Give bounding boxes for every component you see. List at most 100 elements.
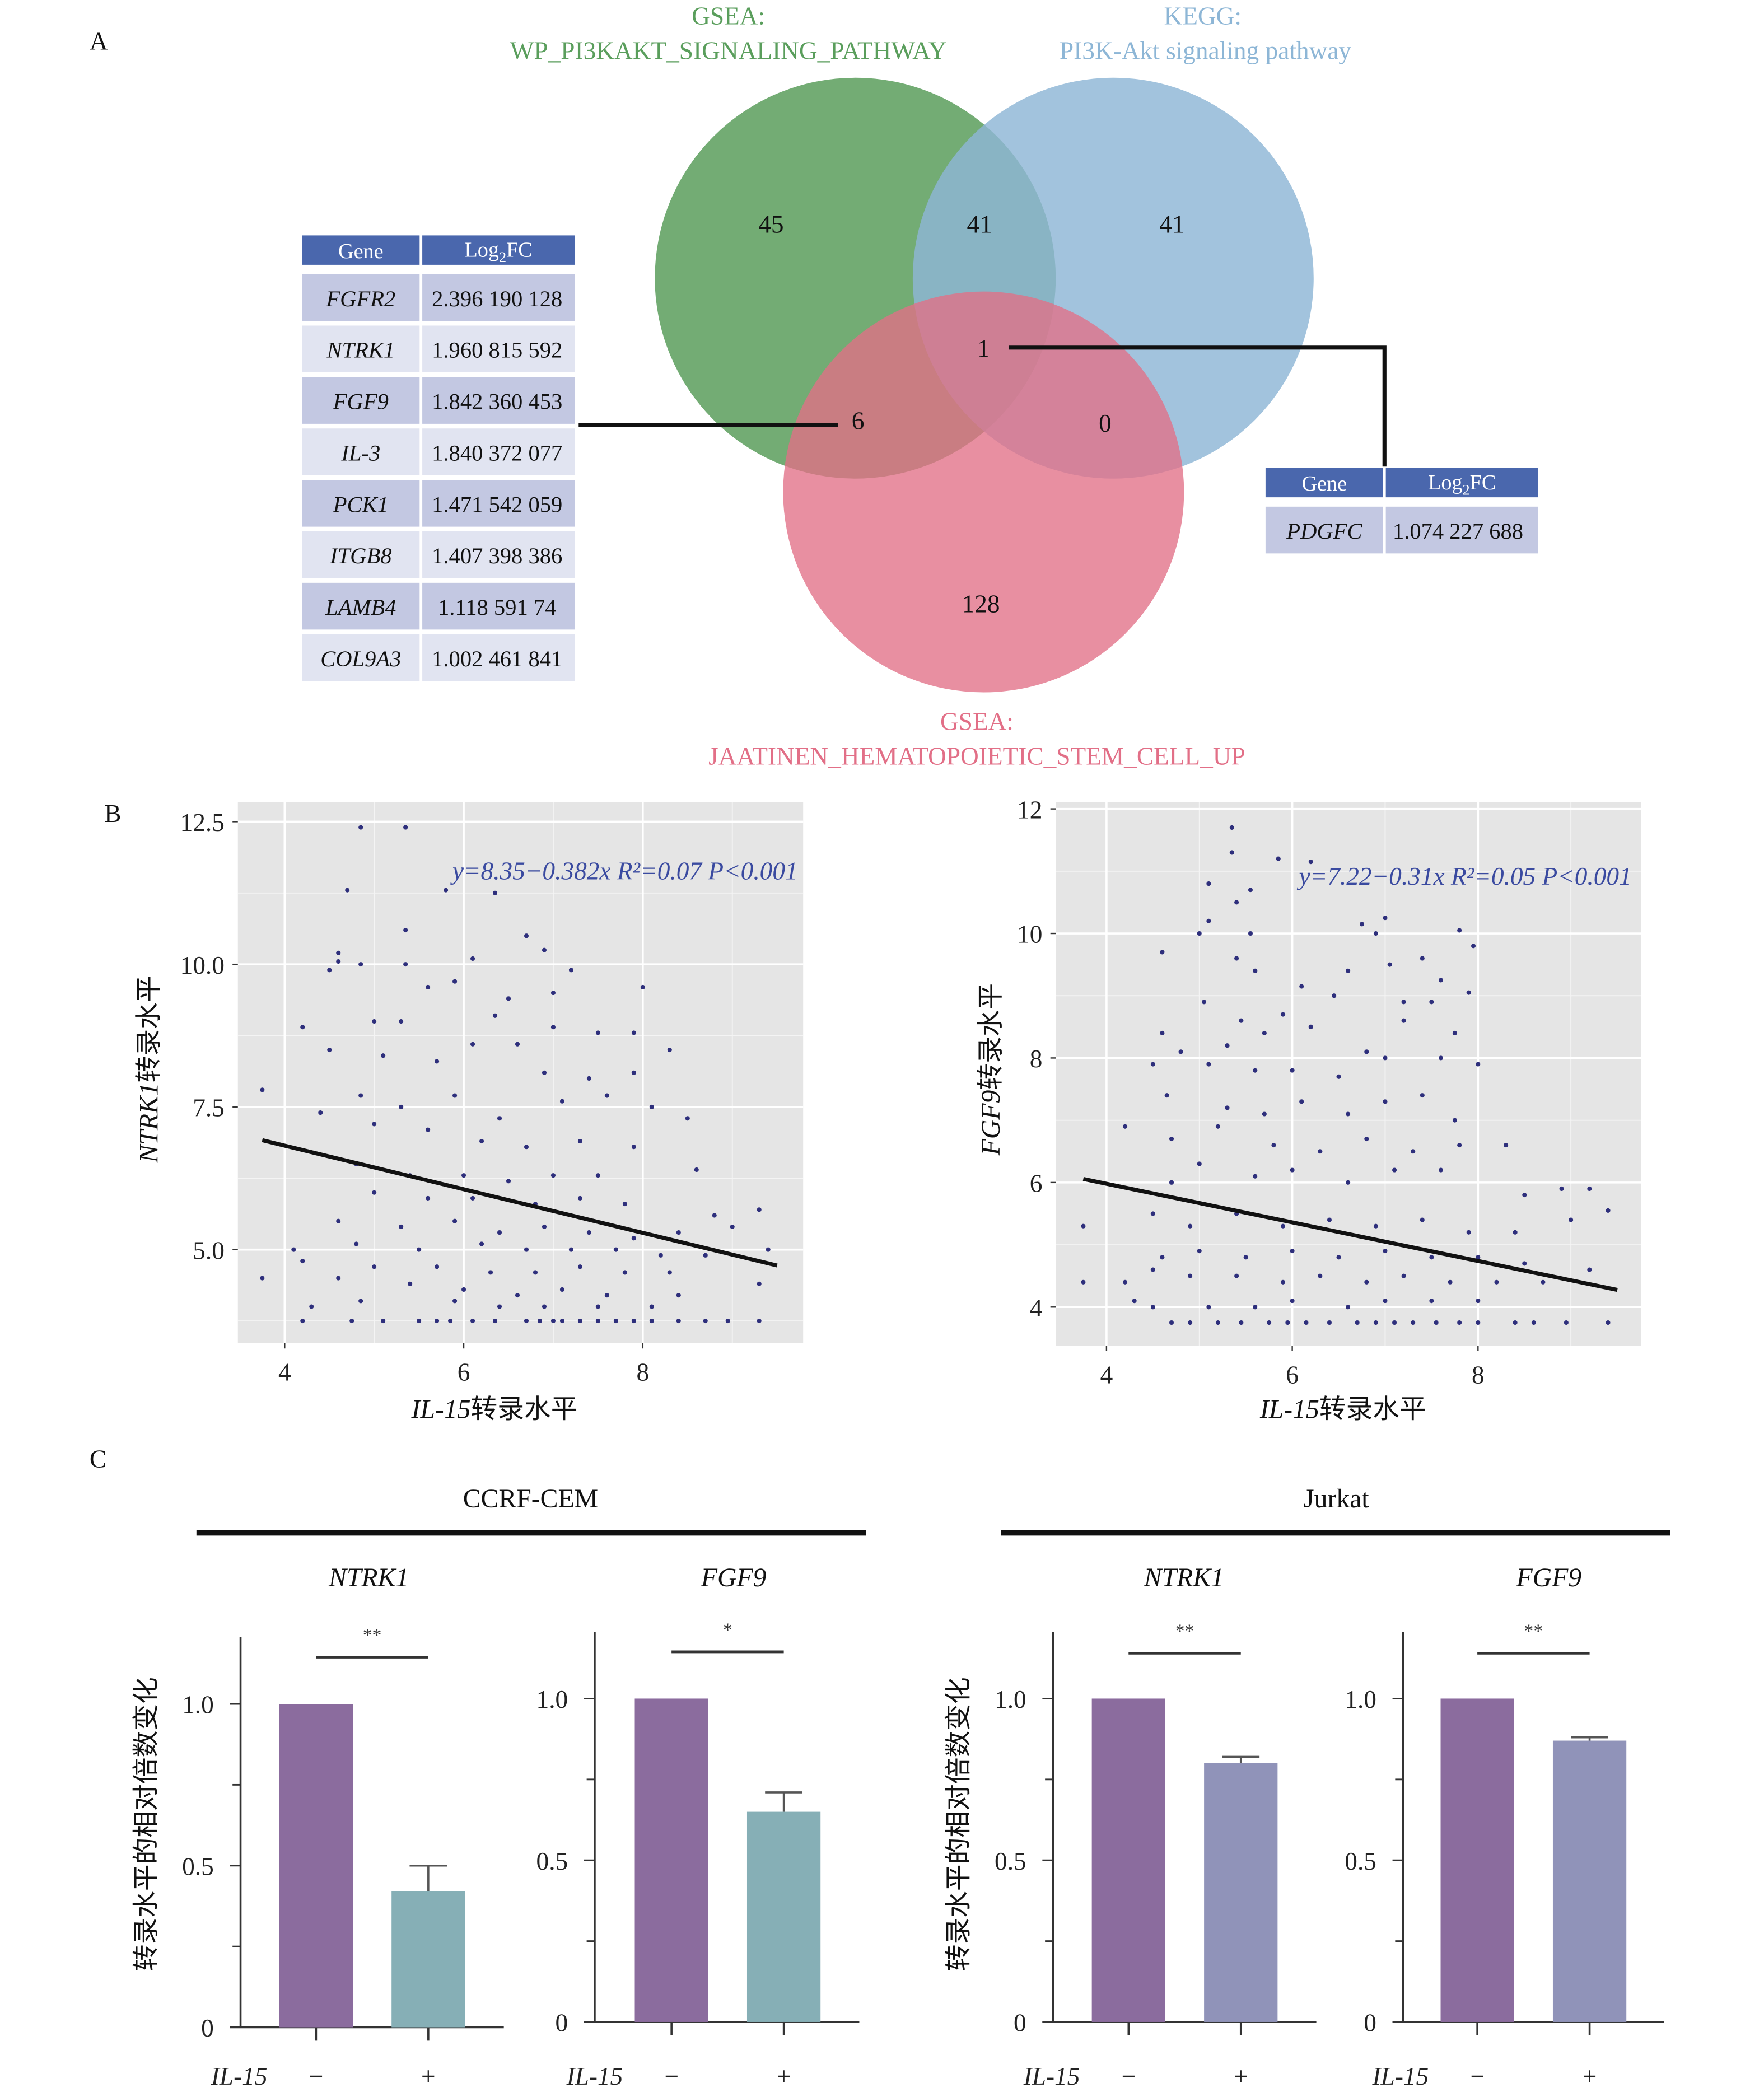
data-point bbox=[497, 1230, 502, 1235]
data-point bbox=[1373, 1223, 1378, 1229]
x-axis-label-gene: IL-15 bbox=[1259, 1394, 1319, 1424]
data-point bbox=[1373, 931, 1378, 936]
data-point bbox=[506, 996, 511, 1001]
data-point bbox=[1280, 1279, 1286, 1285]
data-point bbox=[372, 1264, 377, 1269]
data-point bbox=[1327, 1217, 1332, 1222]
y-tick-label: 5.0 bbox=[193, 1236, 225, 1264]
data-point bbox=[694, 1167, 699, 1173]
data-point bbox=[568, 1247, 573, 1252]
bar bbox=[279, 1704, 353, 2028]
data-point bbox=[1364, 1049, 1369, 1054]
table-row: FGFR2 2.396 190 128 bbox=[302, 274, 575, 321]
table-row: PCK1 1.471 542 059 bbox=[302, 480, 575, 527]
data-point bbox=[1336, 1255, 1341, 1260]
data-point bbox=[550, 1318, 556, 1324]
data-point bbox=[1285, 1320, 1290, 1325]
data-point bbox=[327, 968, 332, 973]
data-point bbox=[1229, 825, 1234, 830]
count-jaatinen-only: 128 bbox=[962, 590, 1000, 618]
data-point bbox=[1299, 1099, 1304, 1104]
y-tick-label: 0.5 bbox=[182, 1852, 214, 1880]
data-point bbox=[1290, 1299, 1295, 1304]
logfc-subscript: 2 bbox=[1463, 482, 1470, 498]
data-point bbox=[345, 888, 350, 893]
data-point bbox=[492, 1318, 498, 1324]
regression-line bbox=[1082, 1176, 1618, 1292]
data-point bbox=[358, 962, 363, 967]
log2fc-value: 1.407 398 386 bbox=[432, 543, 562, 568]
data-point bbox=[595, 1030, 600, 1035]
data-point bbox=[1150, 1062, 1155, 1067]
significance-marker: ** bbox=[1524, 1621, 1543, 1642]
y-tick-label: 4 bbox=[1030, 1294, 1043, 1322]
gene-name: ITGB8 bbox=[329, 543, 391, 568]
data-point bbox=[1271, 1143, 1276, 1148]
right-gene-table: Gene Log2FC PDGFC 1.074 227 688 bbox=[1265, 468, 1538, 554]
data-point bbox=[336, 1276, 341, 1281]
count-wp-kegg: 41 bbox=[967, 211, 992, 239]
y-tick-label: 12 bbox=[1017, 796, 1042, 824]
data-point bbox=[676, 1293, 681, 1298]
data-point bbox=[1239, 1320, 1244, 1325]
table-cell-gene-bg bbox=[302, 634, 420, 681]
y-axis-label: NTRK1转录水平 bbox=[134, 975, 164, 1163]
data-point bbox=[1346, 1111, 1351, 1117]
data-point bbox=[550, 1173, 556, 1178]
data-point bbox=[1262, 1111, 1267, 1117]
y-tick-label: 10 bbox=[1017, 921, 1042, 949]
logfc-prefix: Log bbox=[464, 239, 499, 262]
data-point bbox=[1336, 1074, 1341, 1079]
table-header-gene: Gene bbox=[338, 240, 384, 263]
bar-chart-ccrf-ntrk1: NTRK1 0 0.5 1.0 − + IL-15 ** 转录水平的相对倍数变化 bbox=[132, 1563, 504, 2090]
y-tick-label: 12.5 bbox=[180, 809, 225, 837]
data-point bbox=[1429, 1255, 1434, 1260]
bar bbox=[1091, 1698, 1165, 2022]
data-point bbox=[757, 1207, 762, 1212]
x-tick-label: 4 bbox=[1100, 1361, 1113, 1389]
data-point bbox=[1452, 1030, 1457, 1036]
log2fc-value: 1.842 360 453 bbox=[432, 389, 562, 414]
y-tick-label: 0 bbox=[201, 2014, 214, 2042]
table-row: IL-3 1.840 372 077 bbox=[302, 428, 575, 475]
data-point bbox=[399, 1224, 404, 1229]
y-tick-label: 0.5 bbox=[1345, 1847, 1376, 1875]
data-point bbox=[595, 1173, 600, 1178]
data-point bbox=[703, 1253, 708, 1258]
data-point bbox=[1466, 990, 1471, 995]
y-tick-label: 1.0 bbox=[1345, 1685, 1376, 1713]
data-point bbox=[1169, 1320, 1174, 1325]
table-cell-gene-bg bbox=[302, 582, 420, 630]
table-header-logfc: Log2FC bbox=[464, 239, 532, 266]
data-point bbox=[1229, 850, 1234, 855]
data-point bbox=[1457, 928, 1462, 933]
data-point bbox=[399, 1019, 404, 1024]
data-point bbox=[1364, 1136, 1369, 1142]
data-point bbox=[1197, 1161, 1202, 1166]
data-point bbox=[1420, 1217, 1425, 1222]
data-point bbox=[300, 1318, 305, 1324]
log2fc-value: 2.396 190 128 bbox=[432, 286, 562, 311]
data-point bbox=[1587, 1186, 1592, 1192]
data-point bbox=[649, 1104, 654, 1109]
data-point bbox=[676, 1318, 681, 1324]
data-point bbox=[349, 1318, 354, 1324]
data-point bbox=[1504, 1143, 1509, 1148]
count-wp-jaatinen: 6 bbox=[852, 407, 865, 435]
data-point bbox=[1383, 1099, 1388, 1104]
data-point bbox=[604, 1093, 609, 1098]
data-point bbox=[452, 979, 458, 984]
data-point bbox=[1332, 993, 1337, 998]
data-point bbox=[559, 1099, 564, 1104]
data-point bbox=[658, 1253, 663, 1258]
data-point bbox=[524, 1318, 529, 1324]
data-point bbox=[1234, 956, 1239, 961]
table-row: LAMB4 1.118 591 74 bbox=[302, 582, 575, 630]
y-tick-label: 10.0 bbox=[180, 951, 225, 979]
x-category-label: + bbox=[777, 2062, 791, 2090]
data-point bbox=[358, 1093, 363, 1098]
data-point bbox=[1401, 1000, 1406, 1005]
x-axis-label-text: 转录水平 bbox=[1319, 1394, 1426, 1424]
data-point bbox=[550, 1025, 556, 1030]
data-point bbox=[1494, 1279, 1499, 1285]
